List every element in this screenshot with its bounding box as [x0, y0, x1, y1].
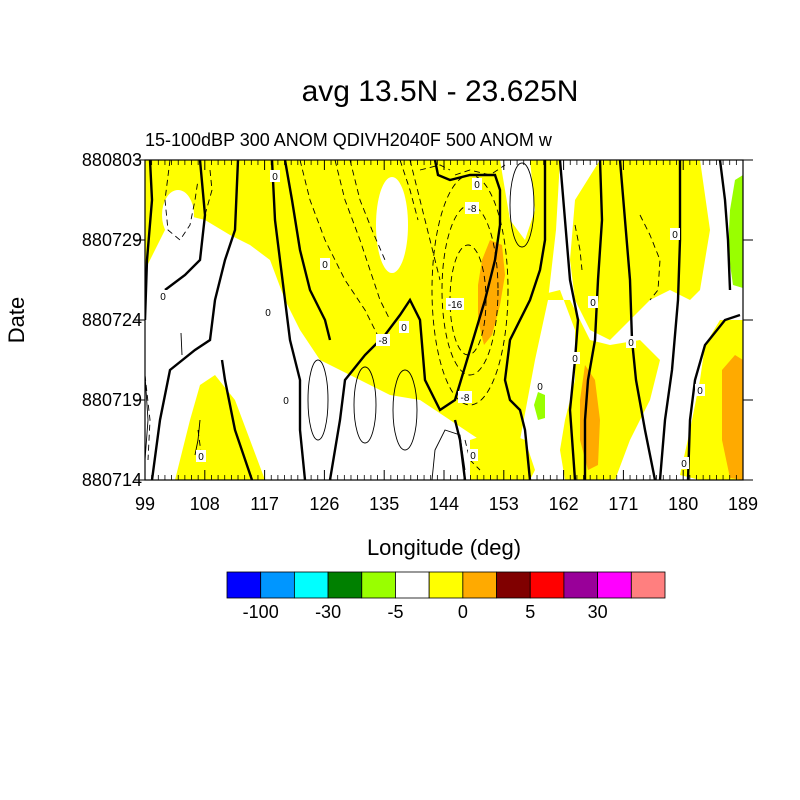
contour-label-neg16: -16: [446, 298, 464, 311]
svg-text:0: 0: [474, 180, 480, 191]
contour-label-0: 0: [320, 258, 330, 271]
colorbar-label: -100: [243, 602, 279, 622]
contour-label-0: 0: [281, 394, 291, 407]
x-tick-label: 189: [728, 494, 758, 514]
contour-label-0: 0: [535, 380, 545, 393]
contour-label-0: 0: [468, 449, 478, 462]
colorbar-swatch: [327, 571, 363, 599]
colorbar-label: 30: [588, 602, 608, 622]
colorbar-label: 5: [525, 602, 535, 622]
colorbar-swatch: [630, 571, 666, 599]
shade-yellow-right-2: [570, 160, 710, 340]
shade-orange-3: [722, 355, 743, 480]
contour-label-neg8: -8: [376, 334, 390, 347]
colorbar-swatch: [563, 571, 599, 599]
x-tick-label: 126: [309, 494, 339, 514]
contour-label-0: 0: [399, 321, 409, 334]
contours-negative: [145, 160, 661, 471]
shade-white-hole-3: [500, 160, 535, 240]
colorbar-swatch: [260, 571, 295, 599]
y-tick-label: 880714: [82, 470, 142, 490]
y-tick-label: 880724: [82, 310, 142, 330]
plot-area: 0 0 0 0 0 0 0 0 0 0 0 0 0 0 0 0 -8 -8 -8…: [145, 160, 743, 480]
colorbar-label: -30: [315, 602, 341, 622]
x-tick-label: 144: [429, 494, 459, 514]
x-axis: 99 108 117 126 135 144 153 162 171 180 189: [135, 160, 758, 514]
x-tick-label: 180: [668, 494, 698, 514]
svg-text:0: 0: [322, 260, 328, 271]
svg-text:-16: -16: [448, 300, 463, 311]
svg-text:0: 0: [697, 386, 703, 397]
colorbar-swatch: [462, 571, 497, 599]
svg-text:-8: -8: [461, 393, 470, 404]
contour-label-0: 0: [263, 306, 273, 319]
contour-label-0: 0: [670, 228, 680, 241]
svg-text:0: 0: [628, 338, 634, 349]
x-tick-label: 153: [489, 494, 519, 514]
y-axis: 880714 880719 880724 880729 880803: [82, 150, 753, 490]
colorbar-swatch: [226, 571, 262, 599]
contour-label-0: 0: [472, 178, 482, 191]
y-tick-label: 880719: [82, 390, 142, 410]
chart-subtitle: 15-100dBP 300 ANOM QDIVH2040F 500 ANOM w: [145, 130, 553, 150]
x-tick-label: 135: [369, 494, 399, 514]
shade-yellow-lower-mid: [470, 430, 535, 480]
colorbar-swatch: [529, 571, 565, 599]
svg-text:0: 0: [470, 451, 476, 462]
colorbar: -100 -30 -5 0 5 30: [226, 571, 666, 622]
svg-text:0: 0: [572, 354, 578, 365]
contour-label-neg8: -8: [458, 391, 472, 404]
colorbar-swatch: [361, 571, 396, 599]
chart-title: avg 13.5N - 23.625N: [302, 75, 579, 108]
shade-orange-1: [478, 240, 505, 345]
svg-text:0: 0: [198, 452, 204, 463]
colorbar-swatch: [496, 571, 531, 599]
contour-label-0: 0: [270, 170, 280, 183]
contour-label-0: 0: [679, 457, 689, 470]
colorbar-swatch: [428, 571, 464, 599]
svg-text:0: 0: [283, 396, 289, 407]
svg-text:0: 0: [265, 308, 271, 319]
svg-text:-8: -8: [468, 204, 477, 215]
contour-label-0: 0: [626, 336, 636, 349]
colorbar-label: -5: [387, 602, 403, 622]
colorbar-swatch: [395, 571, 430, 599]
shade-white-hole-1: [376, 177, 408, 273]
shade-green-2: [534, 392, 545, 420]
colorbar-swatch: [293, 571, 329, 599]
svg-text:-8: -8: [379, 336, 388, 347]
y-axis-label: Date: [4, 297, 29, 343]
shade-yellow-right: [560, 160, 743, 480]
contour-label-0: 0: [196, 450, 206, 463]
contour-label-0: 0: [158, 290, 168, 303]
x-axis-label: Longitude (deg): [367, 535, 521, 560]
svg-text:0: 0: [537, 382, 543, 393]
contour-label-0: 0: [570, 352, 580, 365]
contours-positive: [145, 162, 535, 480]
svg-text:0: 0: [590, 298, 596, 309]
colorbar-swatch: [597, 571, 632, 599]
x-tick-label: 99: [135, 494, 155, 514]
x-tick-label: 108: [190, 494, 220, 514]
svg-text:0: 0: [672, 230, 678, 241]
contour-labels: 0 0 0 0 0 0 0 0 0 0 0 0 0 0 0 0 -8 -8 -8…: [158, 170, 705, 470]
x-tick-label: 117: [250, 494, 279, 514]
svg-text:0: 0: [401, 323, 407, 334]
svg-text:0: 0: [160, 292, 166, 303]
y-tick-label: 880803: [82, 150, 142, 170]
shade-yellow-main: [145, 160, 560, 455]
x-tick-label: 171: [608, 494, 638, 514]
x-tick-label: 162: [549, 494, 579, 514]
colorbar-label: 0: [458, 602, 468, 622]
svg-text:0: 0: [272, 172, 278, 183]
y-tick-label: 880729: [82, 230, 142, 250]
contours-zero: [145, 160, 741, 480]
contour-label-0: 0: [695, 384, 705, 397]
shade-green-1: [728, 175, 743, 288]
svg-text:0: 0: [681, 459, 687, 470]
contour-label-0: 0: [588, 296, 598, 309]
contour-label-neg8: -8: [465, 202, 479, 215]
shade-white-hole-2: [162, 190, 194, 240]
